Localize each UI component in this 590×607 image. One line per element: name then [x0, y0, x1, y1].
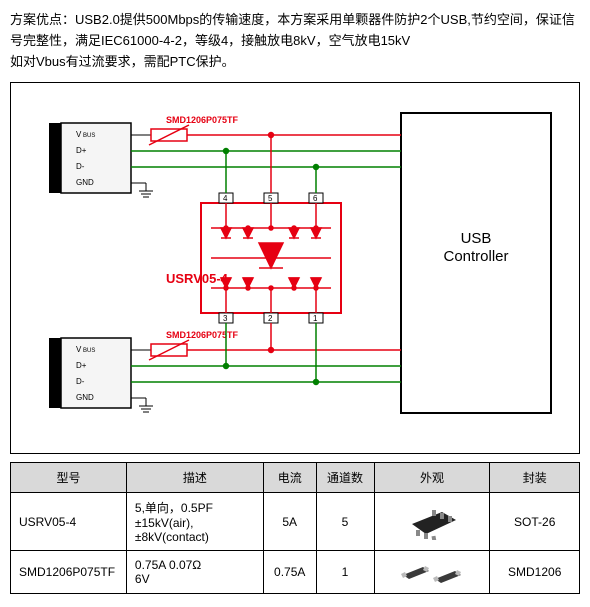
ptc-top: SMD1206P075TF — [149, 115, 401, 145]
circuit-diagram-frame: USB Controller VBUS D+ D- GND SMD1206P07… — [10, 82, 580, 454]
ptc-bottom-label: SMD1206P075TF — [166, 330, 239, 340]
sot26-icon — [402, 504, 462, 540]
svg-text:1: 1 — [313, 314, 318, 323]
svg-text:6: 6 — [313, 194, 318, 203]
svg-text:BUS: BUS — [83, 348, 95, 354]
svg-text:D-: D- — [76, 377, 85, 386]
th-current: 电流 — [263, 463, 316, 493]
tvs-label: USRV05-4 — [166, 271, 229, 286]
svg-text:V: V — [76, 130, 82, 139]
svg-text:GND: GND — [76, 393, 94, 402]
table-row: USRV05-4 5,单向，0.5PF±15kV(air),±8kV(conta… — [11, 493, 580, 551]
svg-text:5: 5 — [268, 194, 273, 203]
tvs-array: USRV05-4 4 5 6 3 2 1 — [166, 193, 341, 323]
cell-desc: 5,单向，0.5PF±15kV(air),±8kV(contact) — [126, 493, 263, 551]
svg-text:V: V — [76, 345, 82, 354]
cell-package: SMD1206 — [490, 551, 580, 594]
spec-table: 型号 描述 电流 通道数 外观 封装 USRV05-4 5,单向，0.5PF±1… — [10, 462, 580, 594]
smd1206-icon — [397, 557, 467, 587]
th-channels: 通道数 — [316, 463, 374, 493]
svg-text:2: 2 — [268, 314, 273, 323]
svg-text:BUS: BUS — [83, 133, 95, 139]
description-text: 方案优点：USB2.0提供500Mbps的传输速度，本方案采用单颗器件防护2个U… — [10, 12, 575, 69]
svg-text:GND: GND — [76, 178, 94, 187]
cell-package: SOT-26 — [490, 493, 580, 551]
table-header-row: 型号 描述 电流 通道数 外观 封装 — [11, 463, 580, 493]
cell-appearance — [374, 493, 490, 551]
cell-current: 0.75A — [263, 551, 316, 594]
svg-text:D-: D- — [76, 162, 85, 171]
th-model: 型号 — [11, 463, 127, 493]
cell-current: 5A — [263, 493, 316, 551]
svg-text:D+: D+ — [76, 361, 87, 370]
th-package: 封装 — [490, 463, 580, 493]
cell-appearance — [374, 551, 490, 594]
svg-text:Controller: Controller — [443, 248, 508, 265]
ptc-bottom: SMD1206P075TF — [149, 330, 401, 360]
cell-model: USRV05-4 — [11, 493, 127, 551]
cell-channels: 1 — [316, 551, 374, 594]
cell-model: SMD1206P075TF — [11, 551, 127, 594]
description-paragraph: 方案优点：USB2.0提供500Mbps的传输速度，本方案采用单颗器件防护2个U… — [10, 10, 580, 72]
svg-text:4: 4 — [223, 194, 228, 203]
ptc-top-label: SMD1206P075TF — [166, 115, 239, 125]
th-appearance: 外观 — [374, 463, 490, 493]
controller-label: USB — [461, 230, 492, 247]
usb-connector-bottom: VBUS D+ D- GND — [49, 338, 401, 412]
cell-desc: 0.75A 0.07Ω6V — [126, 551, 263, 594]
table-row: SMD1206P075TF 0.75A 0.07Ω6V 0.75A 1 — [11, 551, 580, 594]
th-desc: 描述 — [126, 463, 263, 493]
svg-text:3: 3 — [223, 314, 228, 323]
circuit-diagram: USB Controller VBUS D+ D- GND SMD1206P07… — [21, 93, 561, 433]
svg-text:D+: D+ — [76, 146, 87, 155]
cell-channels: 5 — [316, 493, 374, 551]
usb-connector-top: VBUS D+ D- GND — [49, 123, 401, 197]
